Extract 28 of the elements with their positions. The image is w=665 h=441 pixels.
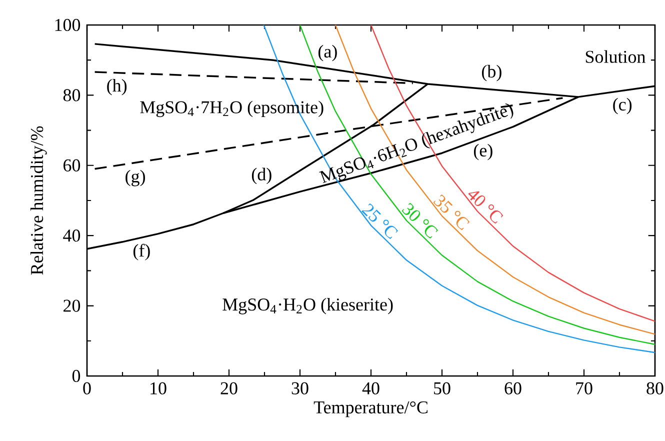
y-tick-label: 20 xyxy=(64,300,80,312)
annotation: (g) xyxy=(126,170,145,186)
annotation: (c) xyxy=(613,98,632,114)
x-tick-label: 0 xyxy=(83,382,91,394)
annotation: Solution xyxy=(586,50,646,63)
annotation: (f) xyxy=(133,244,150,260)
annotation: (h) xyxy=(107,78,127,96)
y-tick-label: 60 xyxy=(64,159,80,172)
x-tick-label: 70 xyxy=(576,382,592,394)
y-tick-label: 100 xyxy=(55,18,80,32)
y-axis-title: Relative humidity/% xyxy=(30,126,47,275)
text: 25 °C xyxy=(362,203,398,239)
x-tick-label: 20 xyxy=(220,382,238,394)
y-tick-label: 0 xyxy=(72,370,80,382)
x-tick-label: 10 xyxy=(150,382,166,394)
x-tick-label: 80 xyxy=(646,382,664,394)
x-tick-label: 40 xyxy=(362,382,380,394)
x-tick-label: 30 xyxy=(292,382,308,394)
text: 40 °C xyxy=(468,191,504,224)
x-axis-title: Temperature/°C xyxy=(314,401,428,418)
annotation: (d) xyxy=(252,168,272,184)
annotation: (b) xyxy=(482,64,502,82)
y-tick-label: 40 xyxy=(63,230,80,242)
y-tick-label: 80 xyxy=(63,89,80,102)
x-tick-label: 50 xyxy=(434,382,450,394)
x-tick-label: 60 xyxy=(504,382,522,394)
annotation: (a) xyxy=(318,44,337,62)
annotation: MgSO$_{4}$·H$_{2}$O (kieserite) xyxy=(222,298,393,314)
